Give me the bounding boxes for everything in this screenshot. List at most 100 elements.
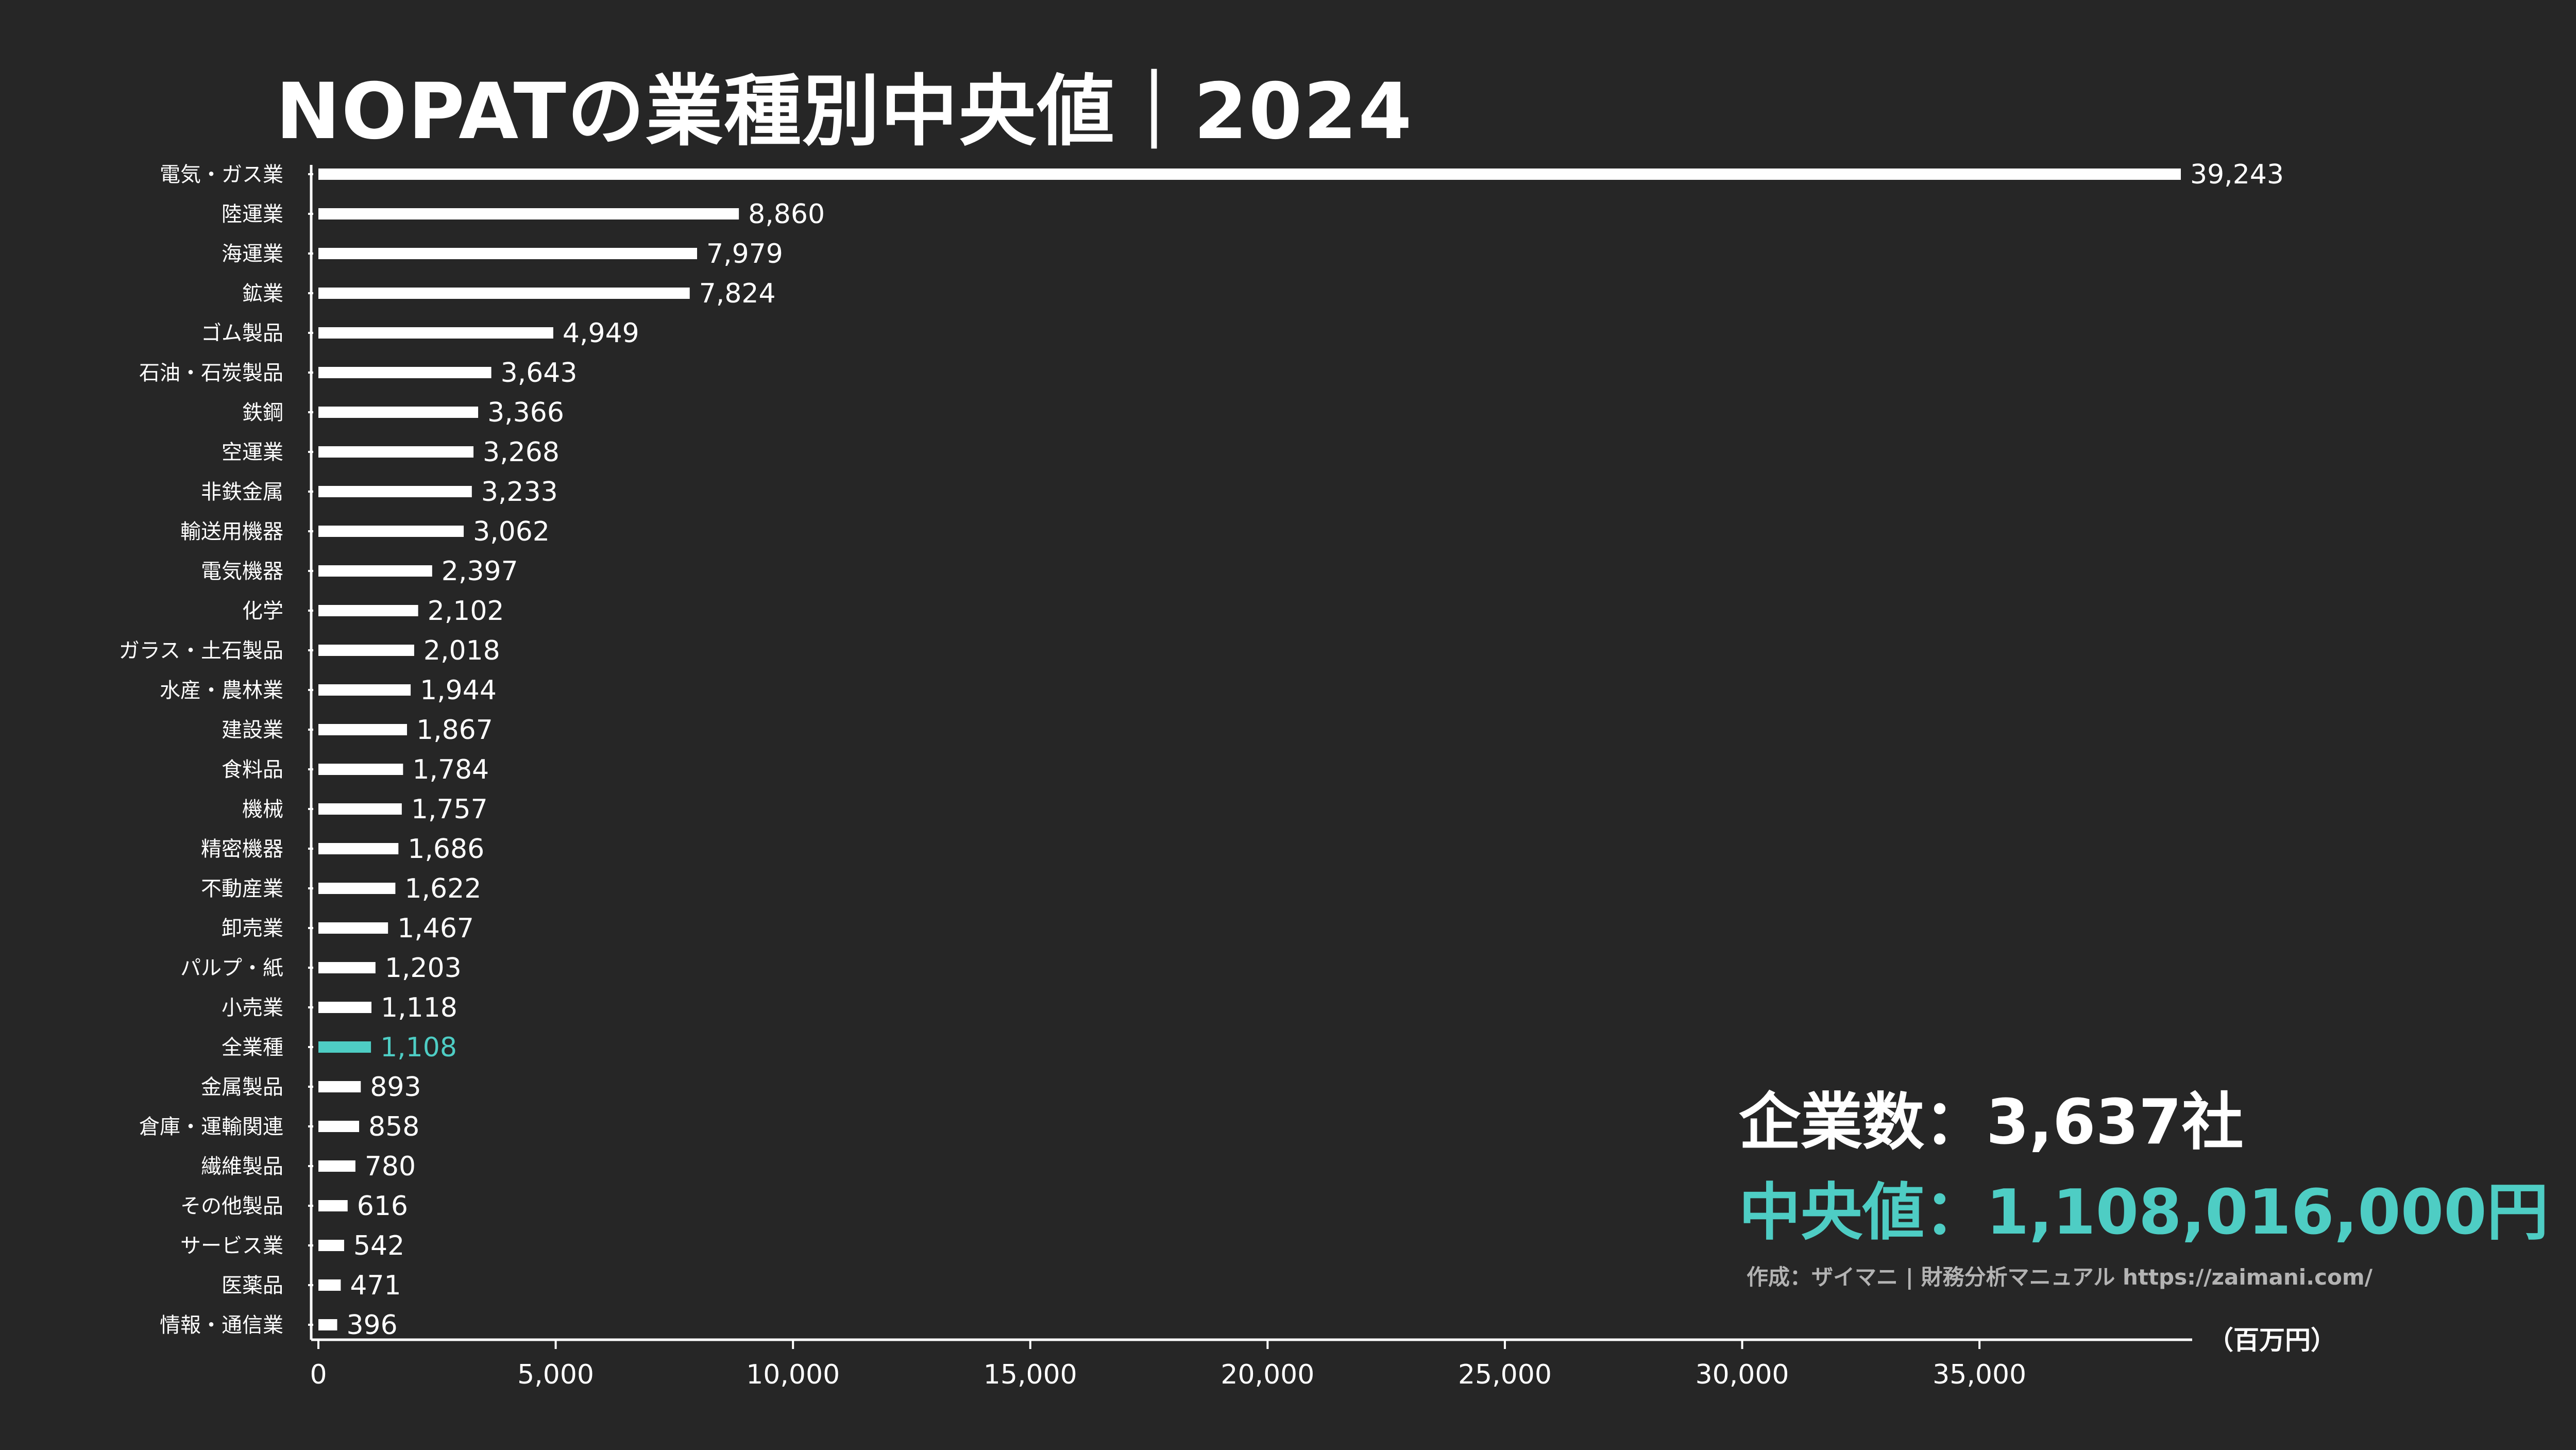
value-label: 471 — [350, 1270, 401, 1301]
category-label: 小売業 — [222, 996, 283, 1020]
bar — [318, 1041, 371, 1053]
category-label: 全業種 — [222, 1036, 283, 1059]
category-label: ゴム製品 — [201, 322, 283, 345]
value-label: 893 — [370, 1072, 421, 1103]
value-label: 2,397 — [442, 556, 518, 587]
bar — [318, 1160, 355, 1172]
category-label: サービス業 — [180, 1234, 283, 1258]
category-label: 陸運業 — [222, 203, 283, 226]
category-label: 医薬品 — [222, 1274, 283, 1297]
bar — [318, 684, 411, 696]
bar — [318, 764, 403, 775]
category-label: 空運業 — [222, 441, 283, 464]
chart-title: NOPATの業種別中央値｜2024 — [276, 67, 1413, 157]
value-label: 1,686 — [408, 834, 484, 865]
x-tick-label: 5,000 — [517, 1359, 594, 1390]
bar — [318, 367, 492, 378]
value-label: 542 — [353, 1230, 404, 1261]
bar — [318, 327, 553, 339]
bar — [318, 605, 418, 616]
category-label: 化学 — [242, 599, 283, 623]
bar — [318, 486, 472, 497]
value-label: 8,860 — [748, 199, 825, 230]
category-label: 水産・農林業 — [160, 679, 283, 702]
bar — [318, 565, 432, 577]
bars-layer: 電気・ガス業 39,243 陸運業 8,860 海運業 7,979 鉱業 7,824 ゴム製品 4… — [119, 159, 2284, 1341]
value-label: 3,233 — [481, 477, 558, 508]
bar — [318, 922, 388, 934]
bar — [318, 962, 376, 973]
category-label: 倉庫・運輸関連 — [139, 1115, 283, 1139]
bar — [318, 1319, 337, 1330]
bar — [318, 288, 690, 299]
value-label: 616 — [357, 1191, 408, 1222]
value-label: 780 — [365, 1151, 416, 1182]
category-label: 食料品 — [222, 758, 283, 782]
value-label: 39,243 — [2190, 159, 2284, 190]
value-label: 1,622 — [404, 873, 481, 904]
value-label: 1,784 — [412, 754, 489, 785]
bar — [318, 1081, 361, 1092]
category-label: 繊維製品 — [201, 1155, 283, 1178]
category-label: パルプ・紙 — [180, 956, 283, 980]
value-label: 2,018 — [423, 635, 500, 666]
value-label: 1,757 — [411, 794, 488, 825]
median-value: 中央値：1,108,016,000円 — [1739, 1177, 2549, 1249]
value-label: 7,979 — [706, 239, 783, 269]
value-label: 2,102 — [428, 596, 504, 627]
x-tick-label: 35,000 — [1933, 1359, 2026, 1390]
bar — [318, 1240, 344, 1251]
company-count: 企業数：3,637社 — [1739, 1087, 2244, 1158]
value-label: 1,118 — [381, 992, 457, 1023]
value-label: 3,268 — [483, 437, 560, 468]
category-label: 卸売業 — [222, 917, 283, 940]
category-label: 海運業 — [222, 242, 283, 266]
value-label: 1,108 — [380, 1032, 457, 1063]
x-tick-label: 20,000 — [1221, 1359, 1314, 1390]
value-label: 4,949 — [563, 318, 639, 349]
category-label: 情報・通信業 — [160, 1313, 283, 1337]
bar — [318, 883, 396, 894]
value-label: 7,824 — [699, 278, 776, 309]
value-label: 1,867 — [416, 715, 493, 746]
bar — [318, 168, 2181, 180]
category-label: 石油・石炭製品 — [139, 361, 283, 385]
bar — [318, 843, 399, 854]
bar — [318, 803, 402, 815]
bar — [318, 208, 739, 220]
bar — [318, 645, 414, 656]
bar — [318, 1200, 348, 1211]
category-label: ガラス・土石製品 — [119, 639, 283, 663]
bar — [318, 1279, 341, 1291]
category-label: 輸送用機器 — [180, 520, 283, 544]
bar — [318, 407, 479, 418]
category-label: 電気機器 — [201, 560, 283, 583]
x-tick-label: 0 — [310, 1359, 327, 1390]
x-tick-label: 15,000 — [984, 1359, 1077, 1390]
value-label: 3,643 — [501, 358, 578, 389]
category-label: 金属製品 — [201, 1075, 283, 1099]
value-label: 1,203 — [385, 953, 462, 984]
category-label: 電気・ガス業 — [160, 163, 283, 187]
value-label: 396 — [346, 1310, 397, 1341]
value-label: 3,366 — [487, 397, 564, 428]
category-label: 機械 — [242, 798, 283, 821]
credit-text: 作成：ザイマニ | 財務分析マニュアル https://zaimani.com/ — [1747, 1264, 2372, 1290]
category-label: その他製品 — [180, 1194, 283, 1218]
value-label: 1,944 — [420, 675, 497, 706]
axis-unit-label: （百万円） — [2208, 1325, 2336, 1355]
bar — [318, 724, 407, 735]
value-label: 858 — [368, 1111, 419, 1142]
x-tick-label: 30,000 — [1696, 1359, 1789, 1390]
value-label: 1,467 — [397, 913, 474, 944]
x-tick-label: 10,000 — [746, 1359, 840, 1390]
bar — [318, 248, 698, 259]
category-label: 鉱業 — [242, 282, 283, 306]
value-label: 3,062 — [473, 516, 550, 547]
bar — [318, 1002, 371, 1013]
category-label: 非鉄金属 — [201, 480, 283, 504]
category-label: 不動産業 — [201, 877, 283, 901]
bar — [318, 526, 464, 537]
bar — [318, 446, 474, 458]
